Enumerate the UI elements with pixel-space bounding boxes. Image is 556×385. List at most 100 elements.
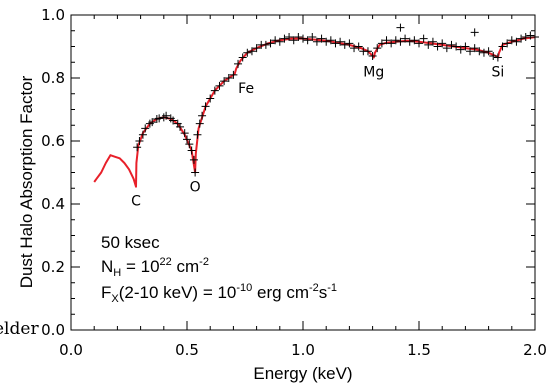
data-point xyxy=(428,37,437,46)
stray-text: elder xyxy=(0,319,39,339)
data-point xyxy=(377,39,386,48)
data-point xyxy=(466,47,475,56)
data-point xyxy=(195,119,204,128)
data-point xyxy=(155,114,164,123)
edge-label: Mg xyxy=(363,65,384,81)
data-point xyxy=(340,40,349,49)
data-point xyxy=(238,53,247,62)
data-point xyxy=(382,36,391,45)
data-point xyxy=(224,74,233,82)
data-point xyxy=(484,47,493,56)
data-point xyxy=(373,44,382,53)
edge-label: C xyxy=(131,194,141,210)
tick-labels: 0.0 0.5 1.0 1.5 2.0 0.0 0.2 0.4 0.6 0.8 1.0 xyxy=(41,6,547,359)
data-point xyxy=(135,137,144,145)
data-point xyxy=(280,34,289,43)
data-point xyxy=(252,44,261,53)
data-point xyxy=(322,37,331,46)
data-point xyxy=(215,81,224,90)
data-point xyxy=(312,37,321,46)
model-line xyxy=(93,36,536,188)
data-point xyxy=(299,34,307,43)
y-tick-label: 1.0 xyxy=(41,6,65,24)
data-point xyxy=(234,59,243,68)
data-point xyxy=(387,39,396,48)
info-nh: NH = 1022 cm-2 xyxy=(101,256,209,279)
edge-labels: C O Fe Mg Si xyxy=(131,65,504,210)
edge-label: Si xyxy=(491,65,504,81)
data-point xyxy=(133,143,142,152)
x-tick-label: 1.0 xyxy=(291,341,315,359)
data-point xyxy=(191,168,200,177)
model-series xyxy=(93,36,536,188)
data-point xyxy=(433,42,442,51)
x-tick-label: 0.0 xyxy=(59,341,83,359)
y-axis-title: Dust Halo Absorption Factor xyxy=(17,75,36,288)
data-point xyxy=(350,44,359,53)
data-point xyxy=(210,86,219,95)
data-series xyxy=(133,23,539,177)
data-point xyxy=(275,37,284,46)
data-point xyxy=(456,45,465,54)
data-point xyxy=(189,155,198,164)
data-point xyxy=(363,47,372,56)
data-point xyxy=(229,70,238,79)
x-tick-label: 1.5 xyxy=(407,341,431,359)
data-point xyxy=(193,130,202,139)
data-point xyxy=(401,34,410,43)
data-point xyxy=(526,31,535,40)
ticks xyxy=(70,14,536,331)
data-point xyxy=(512,37,521,46)
data-point xyxy=(206,94,215,103)
data-point xyxy=(493,53,502,62)
data-point xyxy=(317,34,326,43)
data-point xyxy=(345,39,354,48)
data-point xyxy=(419,34,428,43)
y-tick-label: 0.4 xyxy=(41,195,65,213)
data-point xyxy=(521,33,530,42)
data-point xyxy=(368,51,377,60)
data-point xyxy=(410,36,419,45)
data-point xyxy=(162,111,171,120)
data-point xyxy=(294,33,303,42)
data-point xyxy=(303,36,312,45)
data-point xyxy=(405,37,414,46)
data-point xyxy=(489,51,498,60)
data-point xyxy=(452,42,461,51)
data-point xyxy=(289,36,298,45)
data-point xyxy=(424,40,433,49)
data-point xyxy=(415,39,423,48)
edge-label: Fe xyxy=(238,81,254,97)
x-tick-label: 2.0 xyxy=(523,341,547,359)
data-point xyxy=(308,33,317,42)
data-point xyxy=(243,48,252,57)
y-tick-label: 0.6 xyxy=(41,132,65,150)
data-point xyxy=(470,44,479,53)
data-point xyxy=(354,42,363,51)
data-point xyxy=(461,42,470,51)
data-point xyxy=(517,34,526,43)
data-point xyxy=(261,40,270,49)
data-point xyxy=(498,42,507,51)
data-point xyxy=(183,135,191,144)
info-box: 50 ksec NH = 1022 cm-2 FX(2-10 keV) = 10… xyxy=(101,233,337,305)
data-point xyxy=(507,36,516,45)
data-point xyxy=(187,146,196,155)
data-point xyxy=(176,122,185,131)
data-point xyxy=(185,140,194,149)
data-point xyxy=(271,36,280,45)
data-point xyxy=(169,116,178,125)
data-point xyxy=(326,36,335,45)
data-point xyxy=(201,102,210,111)
data-point xyxy=(336,37,345,46)
data-point xyxy=(141,124,150,133)
data-point xyxy=(247,47,256,56)
data-point xyxy=(396,37,405,46)
data-point xyxy=(479,48,488,57)
x-axis-title: Energy (keV) xyxy=(253,364,352,383)
info-exposure: 50 ksec xyxy=(101,233,160,252)
data-point xyxy=(331,39,340,48)
data-point xyxy=(138,130,147,139)
y-tick-label: 0.2 xyxy=(41,258,65,276)
